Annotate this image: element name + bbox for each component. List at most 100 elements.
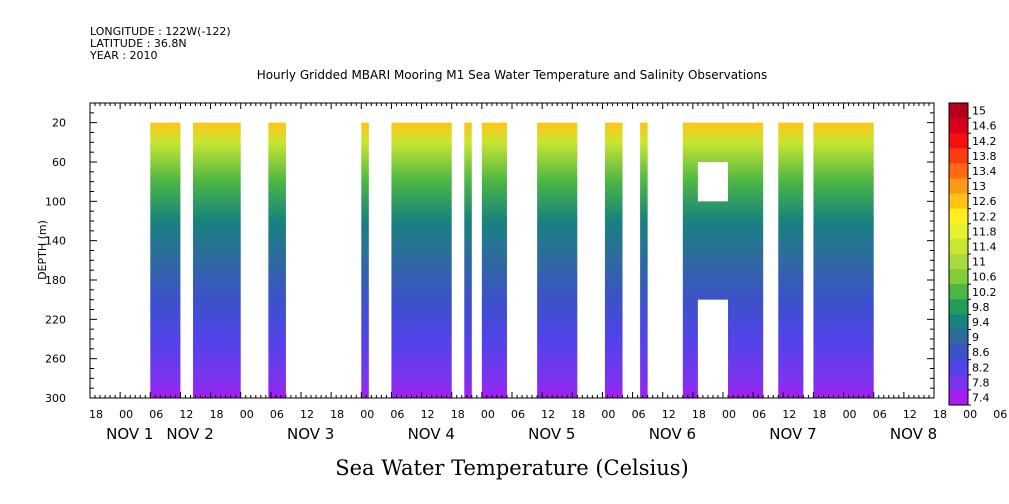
- colorbar-frame: [948, 102, 969, 406]
- chart-title: Hourly Gridded MBARI Mooring M1 Sea Wate…: [257, 68, 768, 82]
- x-tick-label: 00: [481, 408, 495, 421]
- colorbar-label: 10.6: [972, 271, 997, 284]
- data-window: [481, 122, 507, 398]
- colorbar-label: 14.6: [972, 120, 997, 133]
- x-day-label: NOV 2: [166, 425, 213, 443]
- longitude-label: LONGITUDE : 122W(-122): [90, 25, 231, 38]
- colorbar-label: 9: [972, 331, 979, 344]
- colorbar-label: 9.8: [972, 301, 990, 314]
- x-axis-title: Sea Water Temperature (Celsius): [335, 456, 689, 480]
- x-tick-label: 06: [993, 408, 1007, 421]
- x-day-label: NOV 3: [287, 425, 334, 443]
- x-day-label: NOV 8: [890, 425, 937, 443]
- colorbar-swatch: [949, 374, 968, 391]
- x-tick-label: 18: [330, 408, 344, 421]
- x-tick-label: 12: [421, 408, 435, 421]
- missing-data-block: [697, 162, 729, 202]
- colorbar-swatch: [949, 223, 968, 240]
- colorbar-swatch: [949, 344, 968, 361]
- y-tick-label: 140: [45, 235, 66, 248]
- y-axis-title: DEPTH (m): [36, 220, 49, 280]
- colorbar: 15 14.6 14.2 13.8 13.4 13 12.6 12.2 11.8 11.4 11 10…: [948, 102, 997, 406]
- x-tick-label: 00: [601, 408, 615, 421]
- data-window: [268, 122, 286, 398]
- x-day-label: NOV 5: [528, 425, 575, 443]
- colorbar-swatch: [949, 299, 968, 315]
- x-tick-labels: 18 00 06 12 18 00 06 12 18 00 06 12 18 00 06 12 18 00 06 12…: [89, 408, 1007, 421]
- data-window: [813, 122, 874, 398]
- colorbar-label: 7.4: [972, 391, 990, 404]
- y-tick-label: 100: [45, 195, 66, 208]
- latitude-label: LATITUDE : 36.8N: [90, 37, 187, 50]
- colorbar-swatch: [949, 118, 968, 134]
- colorbar-label: 13.8: [972, 150, 997, 163]
- x-tick-label: 18: [812, 408, 826, 421]
- x-tick-label: 00: [963, 408, 977, 421]
- x-tick-label: 18: [451, 408, 465, 421]
- x-day-labels: NOV 1 NOV 2 NOV 3 NOV 4 NOV 5 NOV 6 NOV 7 NOV 8: [106, 425, 937, 443]
- y-tick-labels: 20 60 100 140 180 220 260 300: [45, 117, 66, 405]
- x-tick-label: 06: [390, 408, 404, 421]
- colorbar-swatch: [949, 148, 968, 164]
- y-tick-label: 60: [52, 156, 66, 169]
- x-tick-label: 06: [511, 408, 525, 421]
- colorbar-swatch: [949, 314, 968, 330]
- x-tick-label: 06: [632, 408, 646, 421]
- colorbar-label: 13: [972, 180, 986, 193]
- x-tick-label: 06: [873, 408, 887, 421]
- y-tick-label: 300: [45, 392, 66, 405]
- x-tick-label: 00: [240, 408, 254, 421]
- year-label: YEAR : 2010: [89, 49, 158, 62]
- x-tick-label: 06: [149, 408, 163, 421]
- colorbar-label: 10.2: [972, 286, 997, 299]
- x-day-label: NOV 1: [106, 425, 153, 443]
- x-tick-label: 12: [662, 408, 676, 421]
- x-tick-label: 18: [692, 408, 706, 421]
- colorbar-swatch: [949, 359, 968, 376]
- data-window: [464, 122, 472, 398]
- colorbar-label: 8.6: [972, 346, 990, 359]
- colorbar-label: 13.4: [972, 165, 997, 178]
- colorbar-swatch: [949, 389, 968, 406]
- colorbar-swatch: [949, 269, 968, 285]
- x-day-label: NOV 7: [769, 425, 816, 443]
- data-window: [192, 122, 241, 398]
- x-tick-label: 12: [782, 408, 796, 421]
- colorbar-label: 7.8: [972, 376, 990, 389]
- data-window: [537, 122, 578, 398]
- x-tick-label: 18: [210, 408, 224, 421]
- data-window: [391, 122, 452, 398]
- data-window: [604, 122, 623, 398]
- colorbar-swatch: [949, 103, 968, 119]
- x-tick-label: 18: [933, 408, 947, 421]
- colorbar-label: 12.6: [972, 195, 997, 208]
- colorbar-label: 9.4: [972, 316, 990, 329]
- colorbar-swatch: [949, 178, 968, 195]
- y-tick-label: 180: [45, 274, 66, 287]
- y-tick-label: 20: [52, 117, 66, 130]
- x-day-label: NOV 4: [408, 425, 455, 443]
- x-tick-label: 18: [571, 408, 585, 421]
- missing-data-layer: [697, 162, 729, 398]
- x-tick-label: 00: [360, 408, 374, 421]
- data-window: [361, 122, 369, 398]
- colorbar-swatch: [949, 193, 968, 210]
- colorbar-label: 11.8: [972, 225, 997, 238]
- x-tick-label: 00: [843, 408, 857, 421]
- data-window: [778, 122, 804, 398]
- colorbar-swatch: [949, 238, 968, 255]
- colorbar-label: 14.2: [972, 135, 997, 148]
- colorbar-swatch: [949, 254, 968, 270]
- colorbar-label: 11: [972, 256, 986, 269]
- x-tick-label: 12: [300, 408, 314, 421]
- colorbar-swatch: [949, 133, 968, 149]
- colorbar-swatch: [949, 284, 968, 300]
- x-tick-label: 06: [752, 408, 766, 421]
- data-window: [640, 122, 648, 398]
- x-tick-label: 18: [89, 408, 103, 421]
- x-tick-label: 12: [179, 408, 193, 421]
- x-tick-label: 00: [119, 408, 133, 421]
- axis-ticks: [89, 102, 935, 399]
- data-window: [150, 122, 181, 398]
